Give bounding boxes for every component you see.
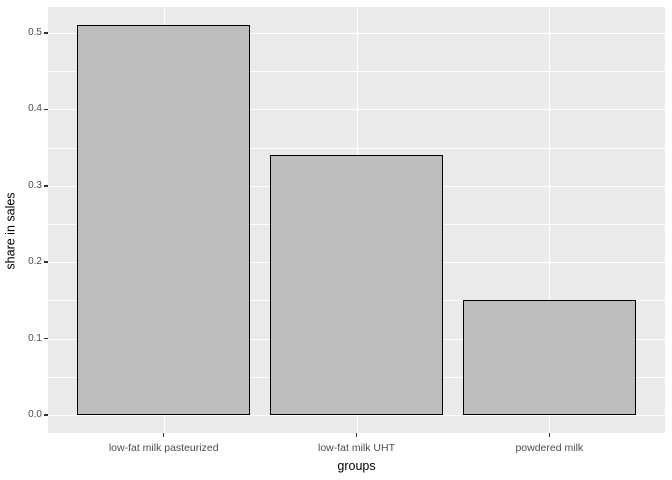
y-tick-label: 0.0 [28, 409, 42, 420]
bar [269, 155, 444, 415]
y-tick-mark [44, 337, 48, 340]
x-major-gridline [549, 7, 551, 433]
y-tick-mark [44, 261, 48, 263]
y-tick-mark [44, 414, 48, 416]
y-tick-mark [44, 32, 48, 34]
x-tick-mark [548, 433, 551, 437]
x-tick-label: low-fat milk UHT [317, 442, 395, 454]
y-tick-label: 0.3 [28, 179, 42, 191]
plot-panel [48, 7, 665, 433]
y-tick-label: 0.4 [28, 103, 42, 115]
y-tick-label: 0.5 [28, 27, 42, 38]
x-tick-label: low-fat milk pasteurized [108, 442, 219, 454]
bar [76, 25, 251, 415]
bar [462, 300, 637, 415]
y-tick-label: 0.2 [28, 256, 42, 268]
x-tick-mark [162, 433, 165, 437]
x-tick-label: powdered milk [515, 442, 584, 454]
x-axis-title: groups [337, 459, 376, 473]
y-tick-label: 0.1 [28, 332, 42, 344]
x-tick-mark [355, 433, 358, 437]
y-tick-mark [44, 108, 48, 111]
y-tick-mark [44, 185, 48, 187]
